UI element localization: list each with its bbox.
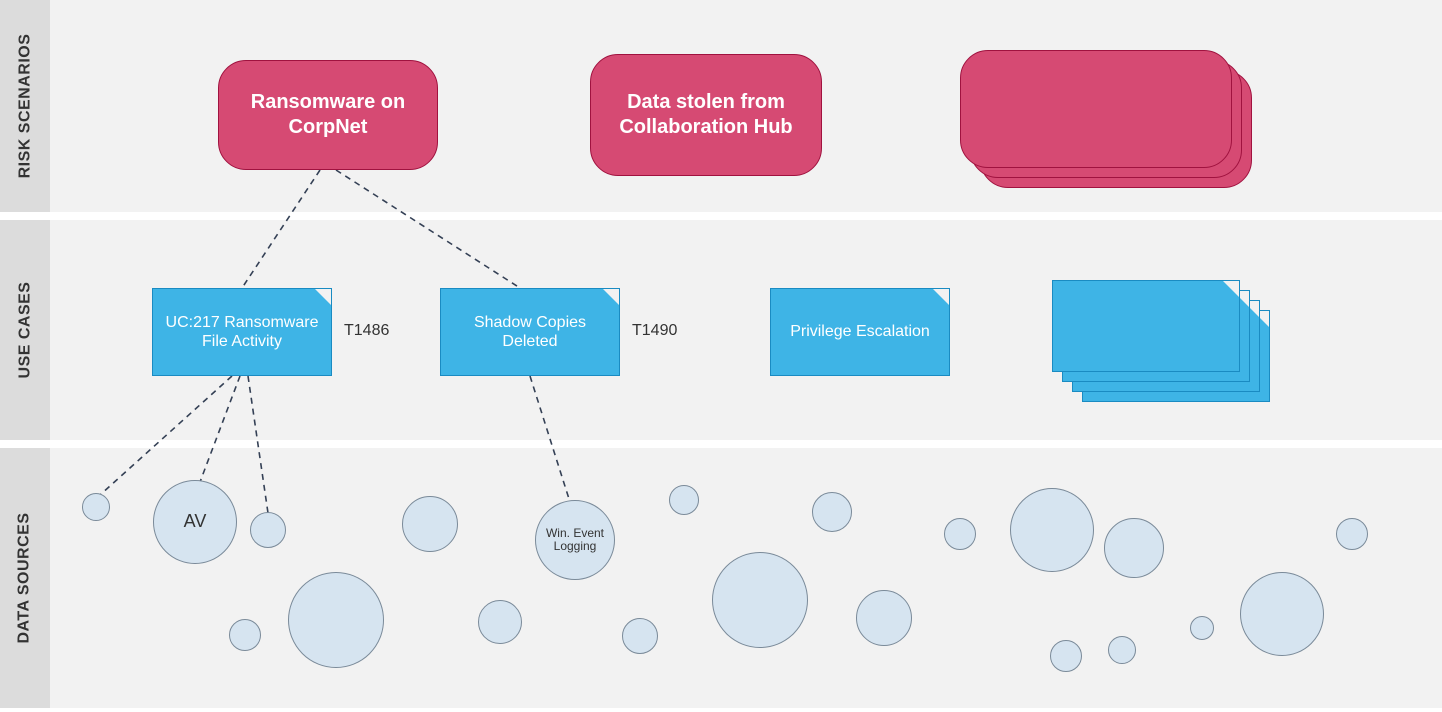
ds-20 — [1240, 572, 1324, 656]
ds-17 — [1104, 518, 1164, 578]
ds-3 — [250, 512, 286, 548]
ds-10 — [669, 485, 699, 515]
row-label-data: DATA SOURCES — [0, 448, 50, 708]
uc-shadow: Shadow Copies Deleted — [440, 288, 620, 376]
ds-av-label: AV — [180, 512, 211, 532]
ds-21 — [1336, 518, 1368, 550]
risk-data-stolen: Data stolen from Collaboration Hub — [590, 54, 822, 176]
uc-shadow-mitre-tag: T1490 — [632, 322, 677, 340]
uc-privesc-label: Privilege Escalation — [790, 322, 930, 341]
risk-ransomware: Ransomware on CorpNet — [218, 60, 438, 170]
uc-stack-layer-0 — [1052, 280, 1240, 372]
uc-shadow-label: Shadow Copies Deleted — [451, 313, 609, 351]
ds-4 — [229, 619, 261, 651]
ds-1 — [82, 493, 110, 521]
ds-12 — [812, 492, 852, 532]
uc-stack-layer-0-dogear — [1223, 281, 1239, 297]
diagram-canvas: RISK SCENARIOS USE CASES DATA SOURCES Ranso… — [0, 0, 1442, 712]
ds-av: AV — [153, 480, 237, 564]
risk-ransomware-label: Ransomware on CorpNet — [237, 90, 419, 140]
uc-shadow-dogear — [603, 289, 619, 305]
row-label-text-risk: RISK SCENARIOS — [16, 34, 34, 179]
uc-217-mitre-tag: T1486 — [344, 322, 389, 340]
uc-217-dogear — [315, 289, 331, 305]
ds-7 — [478, 600, 522, 644]
row-label-use: USE CASES — [0, 220, 50, 440]
ds-win: Win. Event Logging — [535, 500, 615, 580]
uc-217: UC:217 Ransomware File Activity — [152, 288, 332, 376]
ds-6 — [402, 496, 458, 552]
ds-13 — [856, 590, 912, 646]
risk-stack-layer-0 — [960, 50, 1232, 168]
ds-win-label: Win. Event Logging — [536, 527, 614, 553]
row-label-text-data: DATA SOURCES — [16, 512, 34, 643]
ds-5 — [288, 572, 384, 668]
risk-data-stolen-label: Data stolen from Collaboration Hub — [609, 90, 803, 140]
ds-11 — [712, 552, 808, 648]
row-label-risk: RISK SCENARIOS — [0, 0, 50, 212]
ds-18 — [1108, 636, 1136, 664]
row-label-text-use: USE CASES — [16, 282, 34, 379]
uc-217-label: UC:217 Ransomware File Activity — [163, 313, 321, 351]
uc-privesc-dogear — [933, 289, 949, 305]
ds-19 — [1190, 616, 1214, 640]
ds-15 — [1010, 488, 1094, 572]
ds-9 — [622, 618, 658, 654]
uc-privesc: Privilege Escalation — [770, 288, 950, 376]
ds-16 — [1050, 640, 1082, 672]
ds-14 — [944, 518, 976, 550]
